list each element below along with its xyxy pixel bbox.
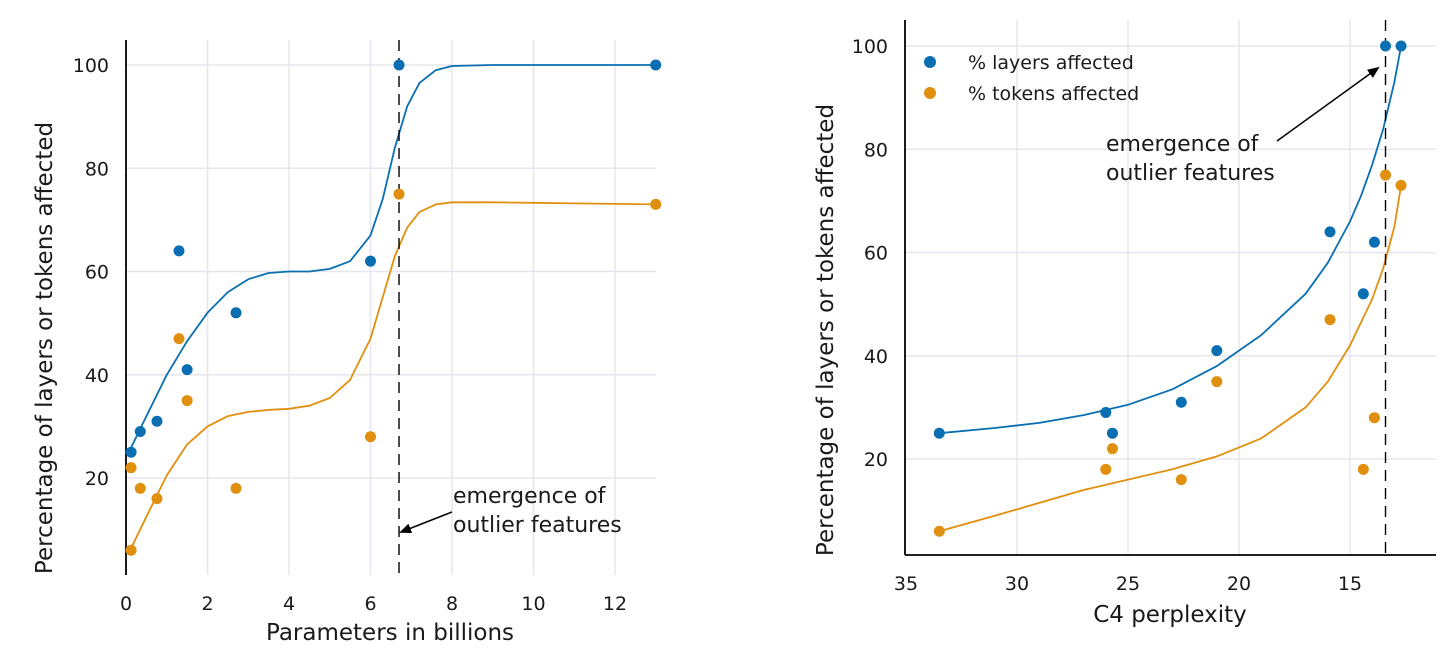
- x-tick-label: 2: [201, 593, 213, 615]
- y-axis-label: Percentage of layers or tokens affected: [813, 104, 839, 556]
- annotation-text: emergence of: [453, 484, 607, 509]
- data-point: [933, 427, 945, 439]
- x-tick-label: 30: [1005, 573, 1029, 595]
- data-point: [1395, 40, 1407, 52]
- data-point: [125, 462, 137, 474]
- data-point: [151, 493, 163, 505]
- data-point: [1100, 407, 1112, 419]
- data-point: [134, 426, 146, 438]
- x-tick-label: 15: [1338, 573, 1362, 595]
- annotation-text: outlier features: [1106, 161, 1275, 186]
- data-point: [393, 59, 405, 71]
- y-tick-label: 60: [864, 243, 888, 265]
- x-axis-label: Parameters in billions: [266, 620, 514, 646]
- y-tick-label: 20: [85, 468, 109, 490]
- data-point: [1380, 40, 1392, 52]
- data-point: [1380, 169, 1392, 181]
- data-point: [181, 364, 193, 376]
- data-point: [650, 59, 662, 71]
- y-axis-label: Percentage of layers or tokens affected: [32, 122, 58, 574]
- y-tick-label: 60: [85, 262, 109, 284]
- left-chart: 0 2 4 6 8 10 12 20 40 60 80 100 Parameters in billio…: [32, 40, 662, 646]
- x-tick-label: 10: [521, 593, 545, 615]
- right-chart: 35 30 25 20 15 20 40 60 80 100 C4 perplexity Percen…: [813, 20, 1436, 628]
- data-point: [151, 415, 163, 427]
- y-tick-label: 100: [852, 36, 888, 58]
- data-point: [1368, 412, 1380, 424]
- fit-curve: [939, 185, 1402, 533]
- data-point: [230, 307, 242, 319]
- data-point: [134, 482, 146, 494]
- data-point: [173, 245, 185, 257]
- x-tick-label: 12: [603, 593, 627, 615]
- fit-curve: [129, 64, 656, 450]
- y-tick-label: 40: [864, 346, 888, 368]
- legend-marker: [924, 87, 936, 99]
- legend-label: % layers affected: [968, 52, 1134, 74]
- annotation-arrow: [1276, 66, 1380, 142]
- y-tick-label: 100: [73, 55, 109, 77]
- data-point: [181, 395, 193, 407]
- data-point: [365, 431, 376, 443]
- annotation-text: emergence of: [1106, 132, 1260, 157]
- legend-label: % tokens affected: [968, 83, 1139, 105]
- data-point: [393, 188, 405, 200]
- data-point: [1357, 463, 1369, 475]
- data-point: [125, 446, 137, 458]
- annotation-arrow: [399, 511, 453, 534]
- legend-marker: [924, 56, 936, 68]
- data-point: [1106, 443, 1118, 455]
- data-point: [1211, 345, 1223, 357]
- data-point: [1106, 427, 1118, 439]
- data-point: [933, 525, 945, 537]
- x-tick-label: 0: [120, 593, 132, 615]
- data-point: [125, 544, 137, 556]
- x-tick-label: 20: [1227, 573, 1251, 595]
- data-point: [173, 333, 185, 345]
- y-tick-label: 40: [85, 365, 109, 387]
- data-point: [650, 198, 662, 210]
- data-point: [230, 482, 242, 494]
- y-tick-label: 80: [864, 139, 888, 161]
- data-point: [1368, 236, 1380, 248]
- data-point: [1324, 314, 1336, 326]
- data-point: [1395, 179, 1407, 191]
- annotation-text: outlier features: [453, 513, 622, 538]
- data-point: [1175, 396, 1187, 408]
- y-tick-label: 80: [85, 158, 109, 180]
- x-tick-label: 4: [283, 593, 295, 615]
- data-point: [1100, 463, 1112, 475]
- x-axis-label: C4 perplexity: [1093, 602, 1247, 628]
- data-point: [1211, 376, 1223, 388]
- data-point: [1175, 474, 1187, 486]
- x-tick-label: 25: [1116, 573, 1140, 595]
- x-tick-label: 8: [446, 593, 458, 615]
- fit-curve: [129, 201, 656, 551]
- x-tick-label: 6: [364, 593, 376, 615]
- x-tick-label: 35: [894, 573, 918, 595]
- data-point: [365, 255, 376, 267]
- data-point: [1357, 288, 1369, 300]
- fit-curve: [939, 45, 1402, 435]
- y-tick-label: 20: [864, 449, 888, 471]
- data-point: [1324, 226, 1336, 238]
